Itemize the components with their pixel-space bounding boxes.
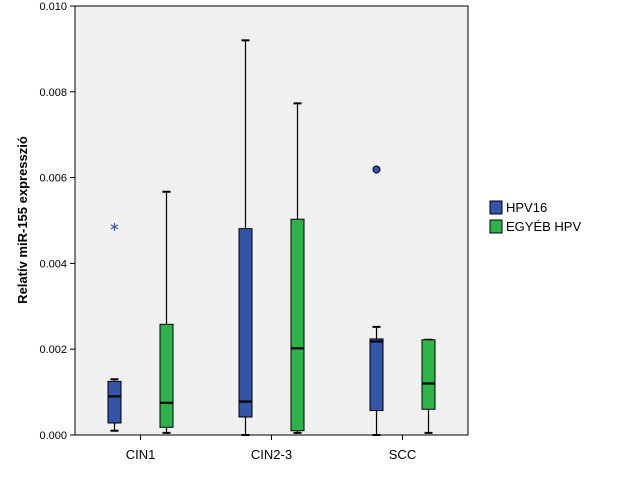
y-tick-label: 0.000 [39, 430, 67, 442]
y-tick-label: 0.008 [39, 87, 67, 99]
category-label: CIN1 [126, 447, 156, 462]
x-axis: CIN1 CIN2-3 SCC [126, 435, 416, 462]
legend-label: EGYÉB HPV [506, 219, 581, 234]
outlier-circle [372, 165, 381, 174]
y-tick-label: 0.010 [39, 1, 67, 13]
box-egy-b-hpv [159, 323, 174, 428]
legend-swatch [489, 200, 503, 215]
box-hpv16 [238, 228, 253, 418]
y-tick-label: 0.002 [39, 344, 67, 356]
y-axis-title: Relatív miR-155 expresszió [15, 136, 30, 304]
y-tick-label: 0.004 [39, 258, 67, 270]
legend-swatch [489, 219, 503, 234]
boxes-group: ∗ [107, 39, 436, 436]
category-label: CIN2-3 [251, 447, 292, 462]
plot-area-background [74, 5, 469, 436]
box-egy-b-hpv [421, 339, 436, 410]
legend: HPV16 EGYÉB HPV [489, 200, 581, 234]
box-hpv16 [369, 338, 384, 412]
y-axis: 0.000 0.002 0.004 0.006 0.008 0.010 [39, 1, 75, 442]
box-egy-b-hpv [290, 218, 305, 432]
legend-label: HPV16 [506, 200, 547, 215]
category-label: SCC [389, 447, 416, 462]
box-hpv16 [107, 380, 122, 424]
outlier-star: ∗ [109, 220, 120, 235]
y-tick-label: 0.006 [39, 173, 67, 185]
